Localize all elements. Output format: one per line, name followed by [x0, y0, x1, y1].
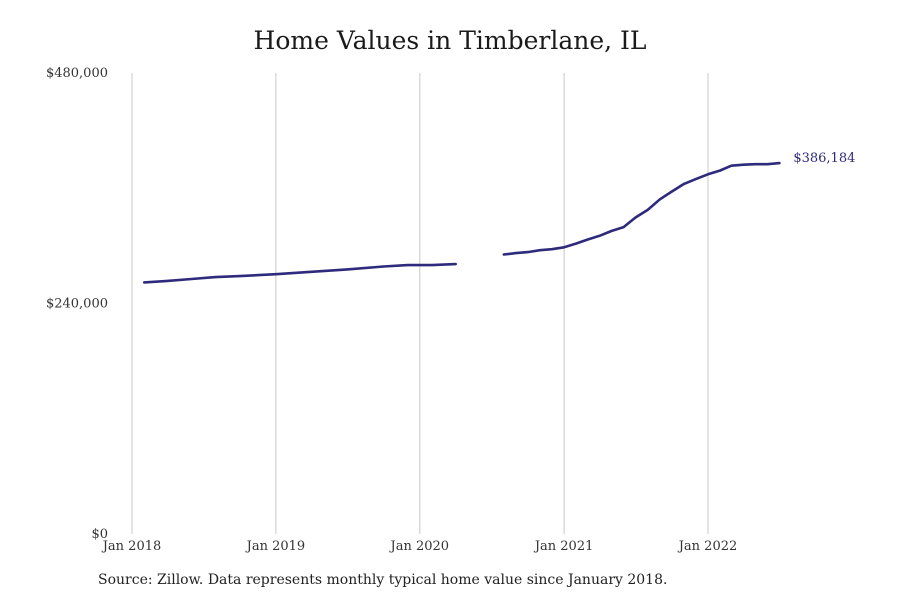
axis-labels: Jan 2018 Jan 2019 Jan 2020 Jan 2021 Jan 2022… [46, 66, 737, 554]
chart-title: Home Values in Timberlane, IL [253, 26, 647, 55]
y-tick-label: $480,000 [46, 66, 108, 81]
series-line-segment [502, 161, 781, 256]
x-tick-label: Jan 2022 [677, 539, 738, 554]
gridlines [131, 73, 709, 534]
y-tick-label: $240,000 [46, 297, 108, 312]
x-tick-label: Jan 2021 [533, 539, 594, 554]
x-tick-label: Jan 2018 [101, 539, 162, 554]
series-lines [142, 161, 781, 284]
end-value-label: $386,184 [793, 151, 855, 166]
source-note: Source: Zillow. Data represents monthly … [98, 572, 668, 588]
y-tick-label: $0 [91, 527, 108, 542]
series-line-segment [142, 262, 457, 284]
data-labels: $386,184 [793, 151, 855, 166]
x-tick-label: Jan 2019 [245, 539, 306, 554]
x-tick-label: Jan 2020 [389, 539, 450, 554]
